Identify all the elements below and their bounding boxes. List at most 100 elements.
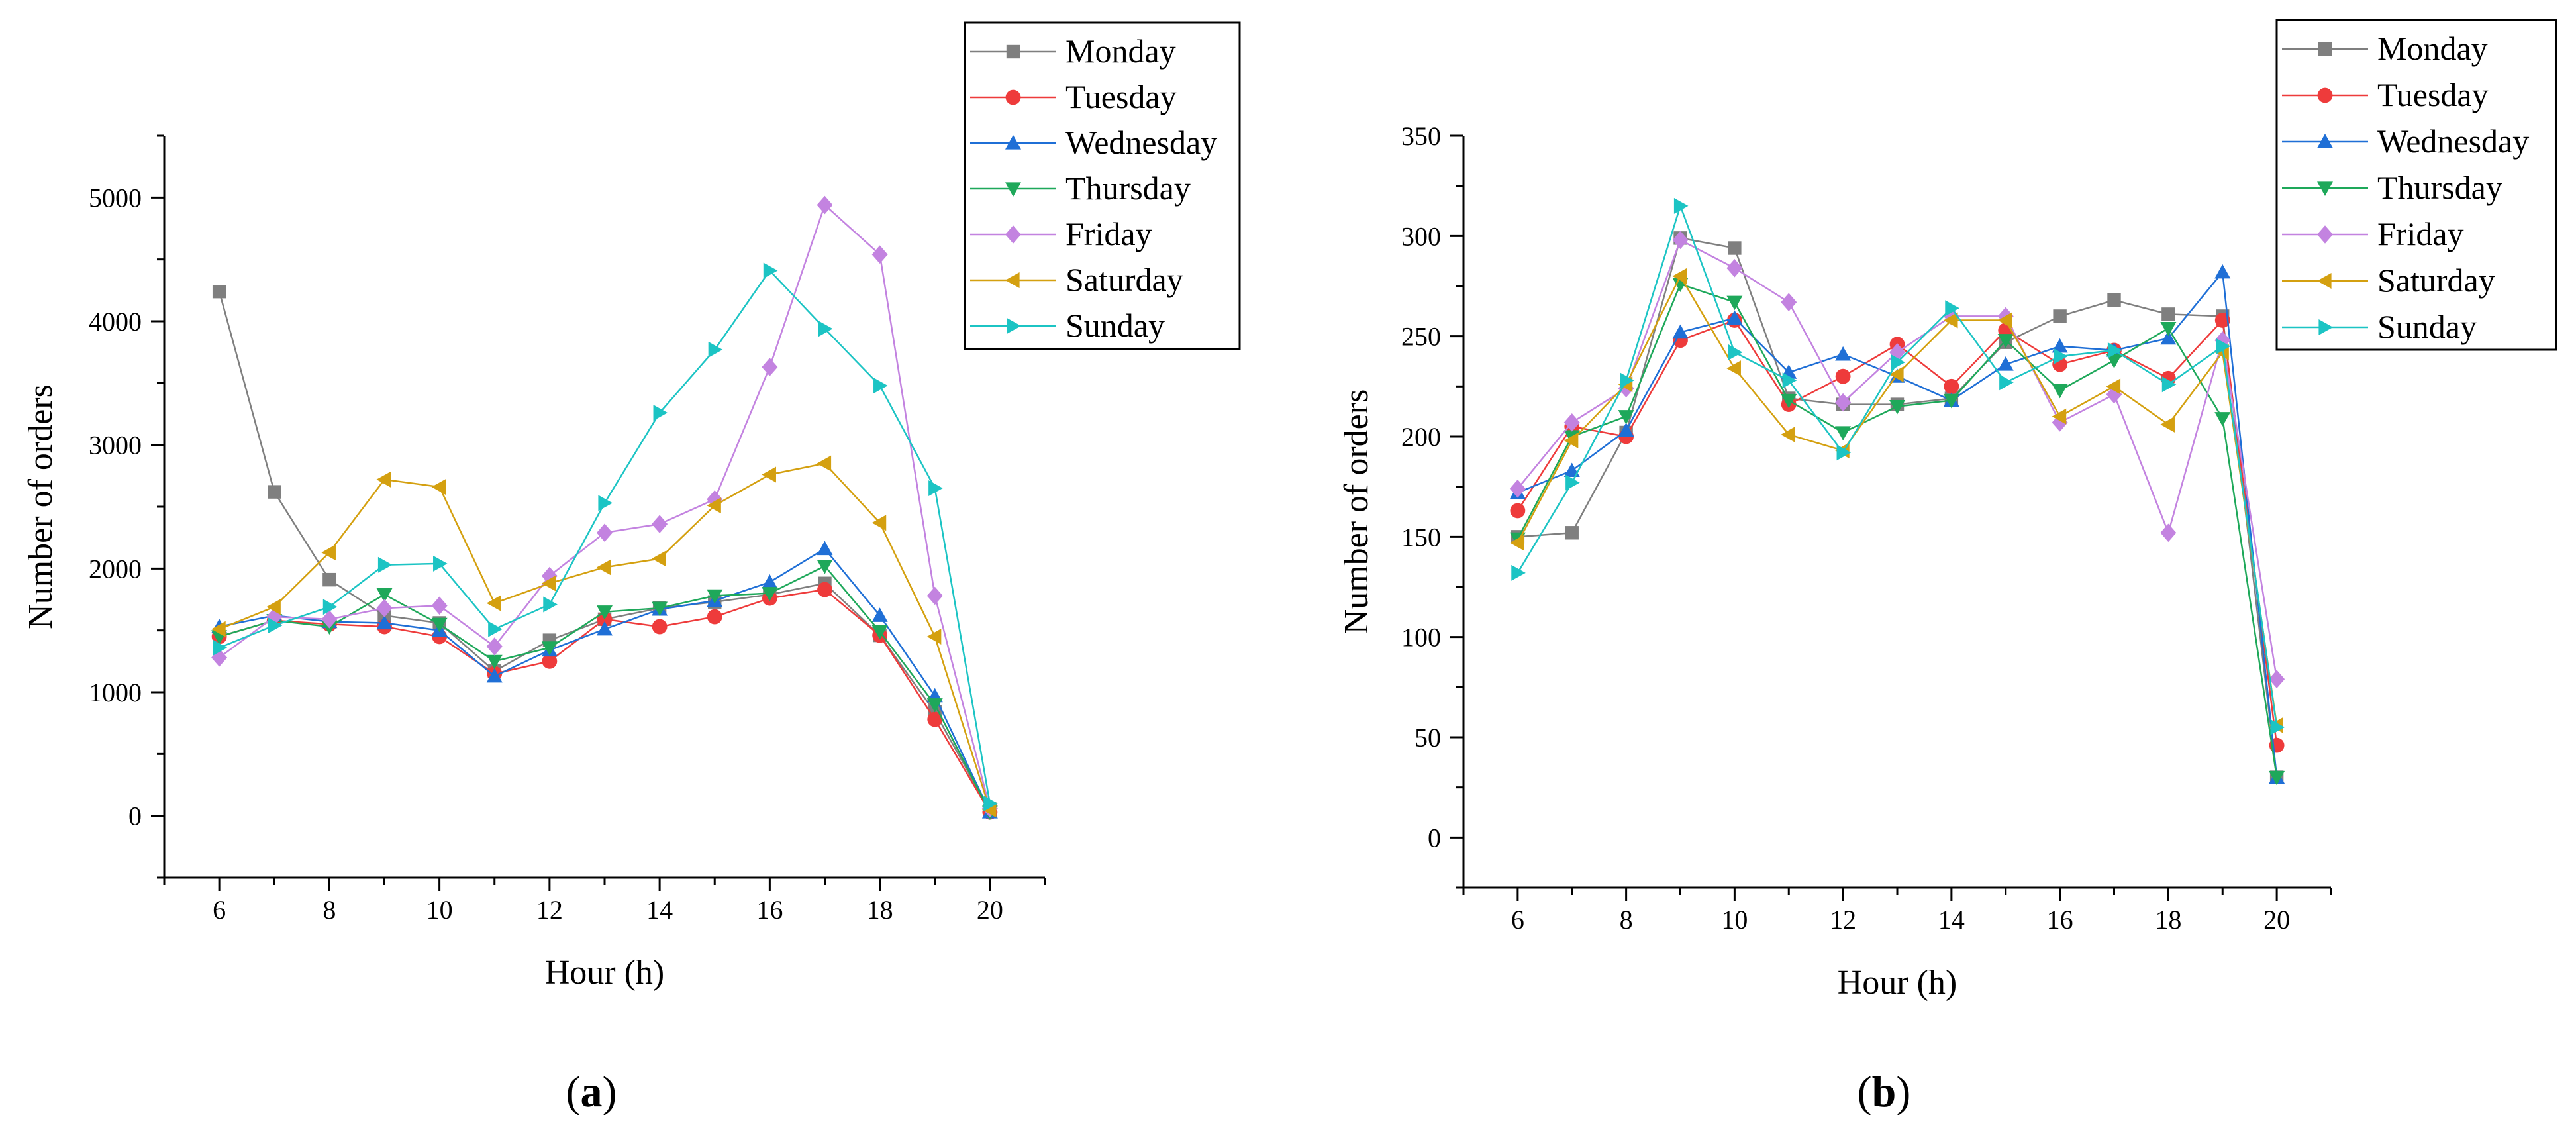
data-point-tuesday xyxy=(817,582,832,597)
data-point-sunday xyxy=(433,555,448,572)
data-point-tuesday xyxy=(707,609,722,625)
legend-label: Thursday xyxy=(1065,170,1191,207)
data-point-friday xyxy=(1509,479,1526,498)
panel-label-open: ( xyxy=(1858,1068,1872,1116)
y-axis-title-b: Number of orders xyxy=(1338,389,1375,635)
data-point-thursday xyxy=(541,641,558,656)
data-point-wednesday xyxy=(1726,310,1743,325)
y-tick-label: 300 xyxy=(1401,221,1441,251)
data-point-sunday xyxy=(2216,338,2231,354)
x-tick-label: 16 xyxy=(2047,905,2073,935)
data-point-saturday xyxy=(926,629,942,645)
data-point-sunday xyxy=(488,621,503,637)
legend-b: Monday Tuesday Wednesday Thursday Friday Satu… xyxy=(2275,19,2557,351)
data-point-saturday xyxy=(211,621,226,637)
data-point-tuesday xyxy=(542,653,558,669)
data-point-sunday xyxy=(1673,197,1689,214)
data-point-sunday xyxy=(543,596,558,613)
data-point-sunday xyxy=(708,341,723,358)
y-tick-label: 100 xyxy=(1401,623,1441,652)
data-point-friday xyxy=(1835,393,1852,412)
data-point-saturday xyxy=(1509,535,1524,551)
x-tick-label: 20 xyxy=(977,895,1003,925)
data-point-friday xyxy=(652,515,668,533)
legend-item-thursday: Thursday xyxy=(2282,169,2502,206)
data-point-wednesday xyxy=(2052,338,2068,353)
y-tick-label: 4000 xyxy=(89,307,142,337)
data-point-sunday xyxy=(1620,372,1634,389)
x-tick-label: 10 xyxy=(1721,905,1748,935)
data-point-tuesday xyxy=(1510,503,1526,519)
data-point-sunday xyxy=(598,495,613,511)
series-line-sunday xyxy=(1516,203,2278,728)
data-point-friday xyxy=(926,586,943,605)
legend-item-monday: Monday xyxy=(970,32,1176,70)
series-monday-b xyxy=(1511,231,2284,784)
legend-label: Friday xyxy=(2377,215,2464,252)
legend-swatch-marker xyxy=(2318,42,2332,56)
data-point-saturday xyxy=(707,497,721,514)
legend-label: Wednesday xyxy=(2377,123,2529,160)
legend-item-monday: Monday xyxy=(2282,30,2488,67)
series-saturday-a xyxy=(211,455,997,818)
data-point-friday xyxy=(871,245,888,264)
legend-item-tuesday: Tuesday xyxy=(970,78,1177,115)
legend-a: Monday Tuesday Wednesday Thursday Friday Satu… xyxy=(964,21,1241,350)
x-tick-label: 8 xyxy=(322,895,336,925)
data-point-saturday xyxy=(1781,426,1795,442)
data-point-sunday xyxy=(1728,344,1743,360)
legend-swatch-marker xyxy=(1005,225,1021,244)
x-tick-label: 14 xyxy=(1938,905,1965,935)
y-tick-label: 200 xyxy=(1401,422,1441,452)
data-point-wednesday xyxy=(376,615,393,630)
data-point-saturday xyxy=(1997,312,2012,329)
y-tick-label: 5000 xyxy=(89,183,142,213)
data-point-saturday xyxy=(871,515,887,531)
data-point-tuesday xyxy=(1944,378,1959,394)
y-tick-label: 2000 xyxy=(89,554,142,584)
data-point-friday xyxy=(431,596,448,615)
x-tick-label: 10 xyxy=(426,895,453,925)
data-point-saturday xyxy=(762,466,776,483)
data-point-tuesday xyxy=(2214,313,2230,328)
axes-a: 6 8 10 12 14 16 18 20 0 1000 2000 3000 4000 5000 xyxy=(89,134,1046,925)
data-point-friday xyxy=(1563,413,1580,432)
legend-label: Monday xyxy=(1065,32,1176,70)
data-point-wednesday xyxy=(817,541,833,556)
data-point-monday xyxy=(2053,309,2067,323)
data-point-saturday xyxy=(1672,268,1687,284)
data-point-thursday xyxy=(817,560,833,574)
legend-label: Saturday xyxy=(2377,262,2495,299)
legend-item-sunday: Sunday xyxy=(2282,308,2477,345)
data-point-thursday xyxy=(871,625,888,640)
legend-swatch-marker xyxy=(1005,272,1020,288)
data-point-saturday xyxy=(321,544,336,561)
data-point-thursday xyxy=(1781,393,1797,409)
data-point-saturday xyxy=(817,455,832,472)
legend-item-wednesday: Wednesday xyxy=(2282,123,2529,160)
legend-label: Tuesday xyxy=(1065,78,1177,115)
data-point-thursday xyxy=(707,589,723,604)
panel-label-letter: a xyxy=(581,1068,603,1116)
legend-item-wednesday: Wednesday xyxy=(970,124,1217,161)
data-point-sunday xyxy=(268,617,283,634)
data-point-wednesday xyxy=(597,621,613,636)
x-axis-title-a: Hour (h) xyxy=(545,954,665,992)
legend-item-thursday: Thursday xyxy=(970,170,1191,207)
series-line-wednesday xyxy=(219,547,991,813)
x-tick-label: 18 xyxy=(2155,905,2181,935)
data-point-tuesday xyxy=(927,711,943,727)
y-tick-label: 1000 xyxy=(89,678,142,707)
legend-swatch-marker xyxy=(2318,319,2333,335)
data-point-monday xyxy=(1565,526,1579,540)
data-point-wednesday xyxy=(486,668,503,683)
data-point-thursday xyxy=(1889,400,1905,415)
data-point-thursday xyxy=(486,654,503,670)
data-point-wednesday xyxy=(1997,356,2014,371)
data-point-friday xyxy=(1672,231,1689,250)
data-point-sunday xyxy=(983,796,998,811)
x-tick-label: 12 xyxy=(536,895,563,925)
data-point-wednesday xyxy=(871,607,888,622)
data-point-thursday xyxy=(431,617,448,633)
